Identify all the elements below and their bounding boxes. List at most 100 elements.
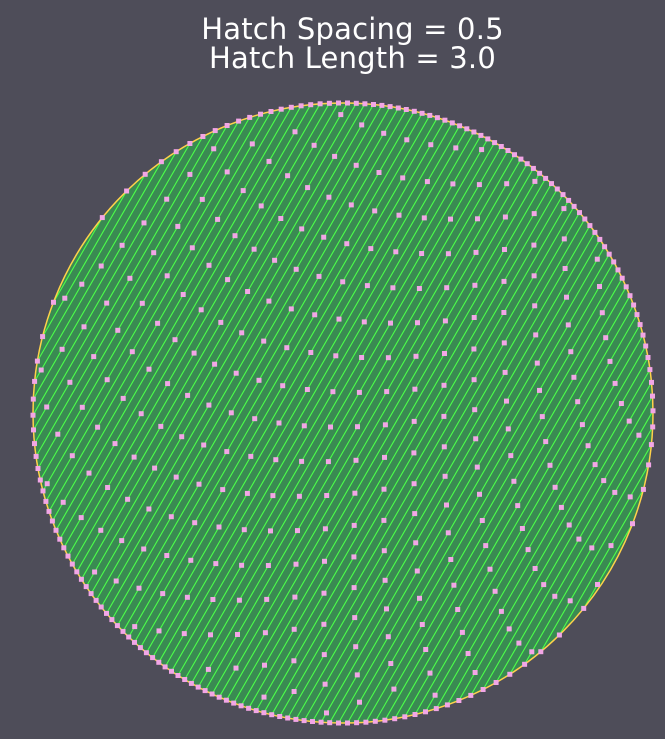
hatch-point	[79, 281, 85, 287]
hatch-point	[213, 561, 219, 567]
hatch-line	[48, 108, 282, 512]
hatch-point	[325, 459, 331, 465]
hatch-point	[627, 494, 633, 500]
hatch-point	[448, 216, 453, 222]
hatch-point	[442, 473, 448, 479]
hatch-point	[619, 275, 625, 281]
hatch-point	[498, 144, 504, 149]
hatch-point	[353, 457, 359, 463]
hatch-point	[231, 700, 237, 706]
hatch-point	[480, 687, 486, 692]
hatch-point	[188, 557, 194, 563]
hatch-point	[444, 502, 449, 508]
hatch-point	[198, 307, 204, 313]
hatch-point	[516, 640, 522, 646]
hatch-point	[345, 720, 350, 726]
hatch-lines	[32, 102, 654, 724]
hatch-line	[45, 111, 272, 502]
hatch-line	[122, 113, 423, 632]
hatch-point	[98, 263, 104, 269]
hatch-point	[384, 389, 390, 395]
hatch-point	[220, 487, 226, 493]
hatch-point	[455, 607, 461, 612]
hatch-point	[109, 617, 115, 623]
hatch-point	[269, 712, 275, 718]
hatch-point	[487, 566, 493, 572]
hatch-point	[577, 210, 582, 216]
hatch-point	[336, 720, 341, 726]
hatch-point	[340, 279, 346, 285]
hatch-point	[119, 242, 125, 248]
hatch-point	[472, 670, 478, 675]
hatch-line	[33, 136, 204, 431]
hatch-point	[78, 515, 84, 521]
hatch-point	[442, 318, 448, 324]
hatch-point	[411, 450, 417, 456]
hatch-line	[414, 324, 641, 715]
hatch-point	[390, 285, 396, 291]
hatch-point	[95, 424, 101, 430]
hatch-point	[138, 411, 144, 417]
hatch-line	[271, 200, 570, 715]
hatch-point	[381, 548, 387, 554]
hatch-line	[303, 225, 591, 721]
hatch-point	[615, 267, 621, 273]
hatch-point	[211, 146, 217, 152]
hatch-point	[647, 367, 653, 373]
hatch-line	[90, 104, 374, 594]
hatch-point	[531, 242, 537, 248]
hatch-line	[67, 103, 330, 557]
hatch-point	[266, 158, 272, 164]
hatch-point	[404, 137, 410, 143]
hatch-point	[531, 273, 537, 279]
hatch-point	[351, 585, 357, 591]
hatch-point	[413, 540, 419, 546]
hatch-point	[93, 597, 99, 603]
hatch-point	[472, 282, 478, 288]
hatch-point	[327, 720, 333, 726]
hatch-point	[321, 652, 327, 658]
hatch-point	[232, 233, 238, 239]
hatched-disk	[30, 100, 656, 726]
hatch-point	[552, 593, 558, 599]
hatch-points	[30, 100, 656, 726]
hatch-point	[141, 220, 147, 226]
hatch-point	[626, 418, 632, 424]
hatch-point	[292, 129, 298, 135]
hatch-line	[116, 111, 415, 626]
hatch-point	[476, 182, 482, 188]
hatch-point	[324, 493, 330, 498]
hatch-line	[255, 188, 558, 711]
hatch-point	[385, 634, 391, 640]
hatch-point	[326, 100, 332, 106]
hatch-point	[388, 661, 394, 666]
hatch-line	[470, 382, 652, 696]
hatch-point	[571, 203, 577, 209]
hatch-point	[442, 351, 447, 356]
hatch-point	[631, 302, 637, 308]
hatch-point	[164, 553, 170, 558]
hatch-point	[278, 216, 284, 221]
hatch-point	[581, 605, 587, 611]
hatch-point	[502, 369, 508, 375]
hatch-point	[505, 148, 511, 153]
hatch-point	[312, 312, 318, 318]
hatch-point	[86, 470, 92, 476]
hatch-point	[304, 387, 310, 392]
hatch-line	[71, 102, 339, 565]
hatch-point	[567, 598, 573, 604]
hatch-point	[233, 665, 239, 671]
hatch-point	[236, 597, 242, 603]
hatch-point	[98, 527, 104, 533]
hatch-line	[158, 128, 468, 663]
hatch-point	[597, 284, 602, 289]
hatch-point	[49, 518, 55, 524]
hatch-line	[524, 444, 652, 665]
hatch-point	[192, 520, 198, 526]
hatch-point	[240, 188, 246, 194]
hatch-point	[515, 503, 521, 509]
hatch-point	[268, 109, 274, 114]
hatch-point	[59, 346, 65, 352]
hatch-point	[562, 266, 568, 271]
hatch-point	[256, 377, 262, 383]
